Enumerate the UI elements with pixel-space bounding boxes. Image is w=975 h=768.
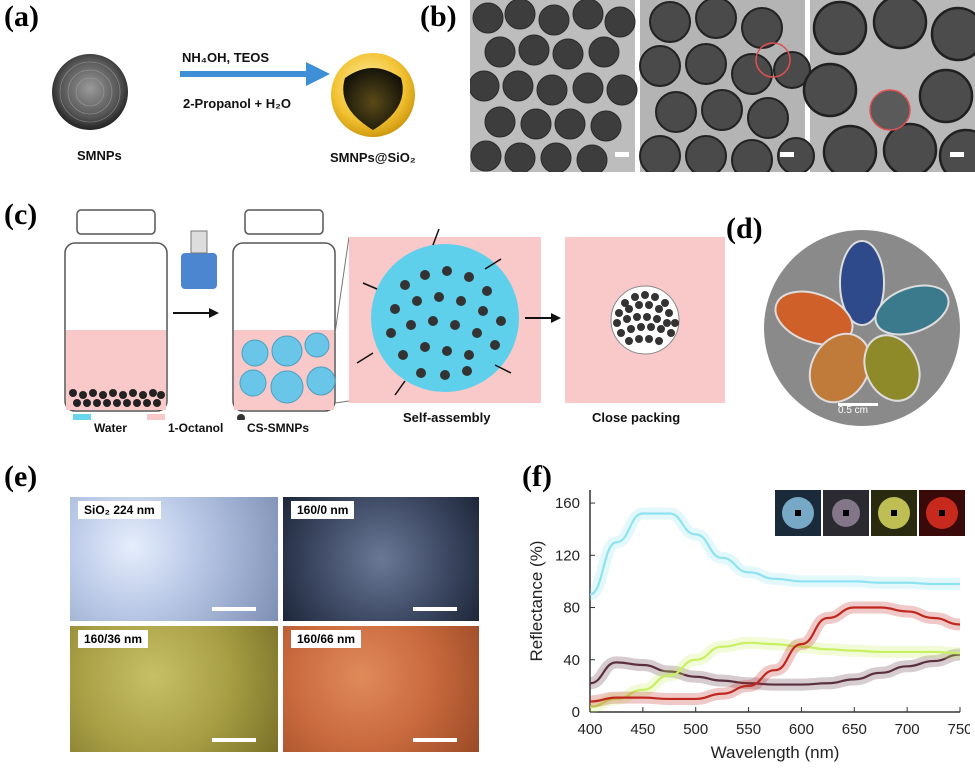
x-tick-label: 500 — [683, 721, 708, 738]
sem-image-160-0: 160/0 nm — [283, 497, 479, 621]
panel-label-f: (f) — [522, 460, 552, 493]
tile-label: SiO₂ 224 nm — [78, 501, 161, 519]
legend-particles: CS-SMNPs — [247, 421, 310, 435]
reflectance-chart: 400 450 500 550 600 650 700 750 0 40 80 120 160 Wavel… — [527, 490, 970, 762]
solvents-label: 2-Propanol + H₂O — [183, 96, 291, 111]
y-tick-label: 80 — [563, 600, 580, 617]
x-axis-label: Wavelength (nm) — [711, 743, 840, 762]
series-line-0 — [589, 512, 960, 596]
panel-label-e: (e) — [4, 460, 38, 493]
panel-c-scheme — [64, 209, 725, 420]
y-tick-label: 40 — [563, 652, 580, 669]
y-tick-label: 120 — [555, 547, 580, 564]
series-line-2 — [589, 641, 961, 708]
close-packing-caption: Close packing — [592, 410, 681, 425]
y-tick-label: 160 — [555, 495, 580, 512]
sem-image-sio2: SiO₂ 224 nm — [70, 497, 278, 621]
sem-image-160-36: 160/36 nm — [70, 626, 278, 752]
x-tick-label: 400 — [577, 721, 602, 738]
sem-image-160-66: 160/66 nm — [283, 626, 479, 752]
scale-bar-label: 0.5 cm — [838, 405, 869, 416]
petal-photo — [764, 230, 960, 426]
series-line-3 — [589, 606, 961, 703]
x-tick-label: 450 — [630, 721, 655, 738]
smnps-caption: SMNPs — [77, 148, 122, 163]
self-assembly-caption: Self-assembly — [403, 410, 491, 425]
panel-label-a: (a) — [4, 0, 39, 33]
panel-label-b: (b) — [420, 0, 457, 33]
inset-images — [775, 490, 965, 536]
y-axis-label: Reflectance (%) — [527, 541, 546, 662]
panel-label-c: (c) — [4, 198, 38, 231]
tile-label: 160/66 nm — [291, 630, 362, 648]
x-tick-label: 550 — [736, 721, 761, 738]
panel-a-scheme — [52, 53, 415, 137]
tem-images — [470, 0, 975, 172]
smnps-sio2-caption: SMNPs@SiO₂ — [330, 150, 416, 165]
y-tick-label: 0 — [572, 704, 580, 721]
legend-water: Water — [94, 421, 127, 435]
x-tick-label: 700 — [895, 721, 920, 738]
smnp-particle — [52, 54, 128, 130]
x-tick-label: 650 — [842, 721, 867, 738]
reagents-label: NH₄OH, TEOS — [182, 50, 270, 65]
x-tick-label: 600 — [789, 721, 814, 738]
tile-label: 160/36 nm — [78, 630, 149, 648]
series-line-1 — [589, 653, 961, 686]
tile-label: 160/0 nm — [291, 501, 355, 519]
legend-octanol: 1-Octanol — [168, 421, 224, 435]
x-tick-label: 750 — [947, 721, 970, 738]
panel-label-d: (d) — [726, 212, 763, 245]
